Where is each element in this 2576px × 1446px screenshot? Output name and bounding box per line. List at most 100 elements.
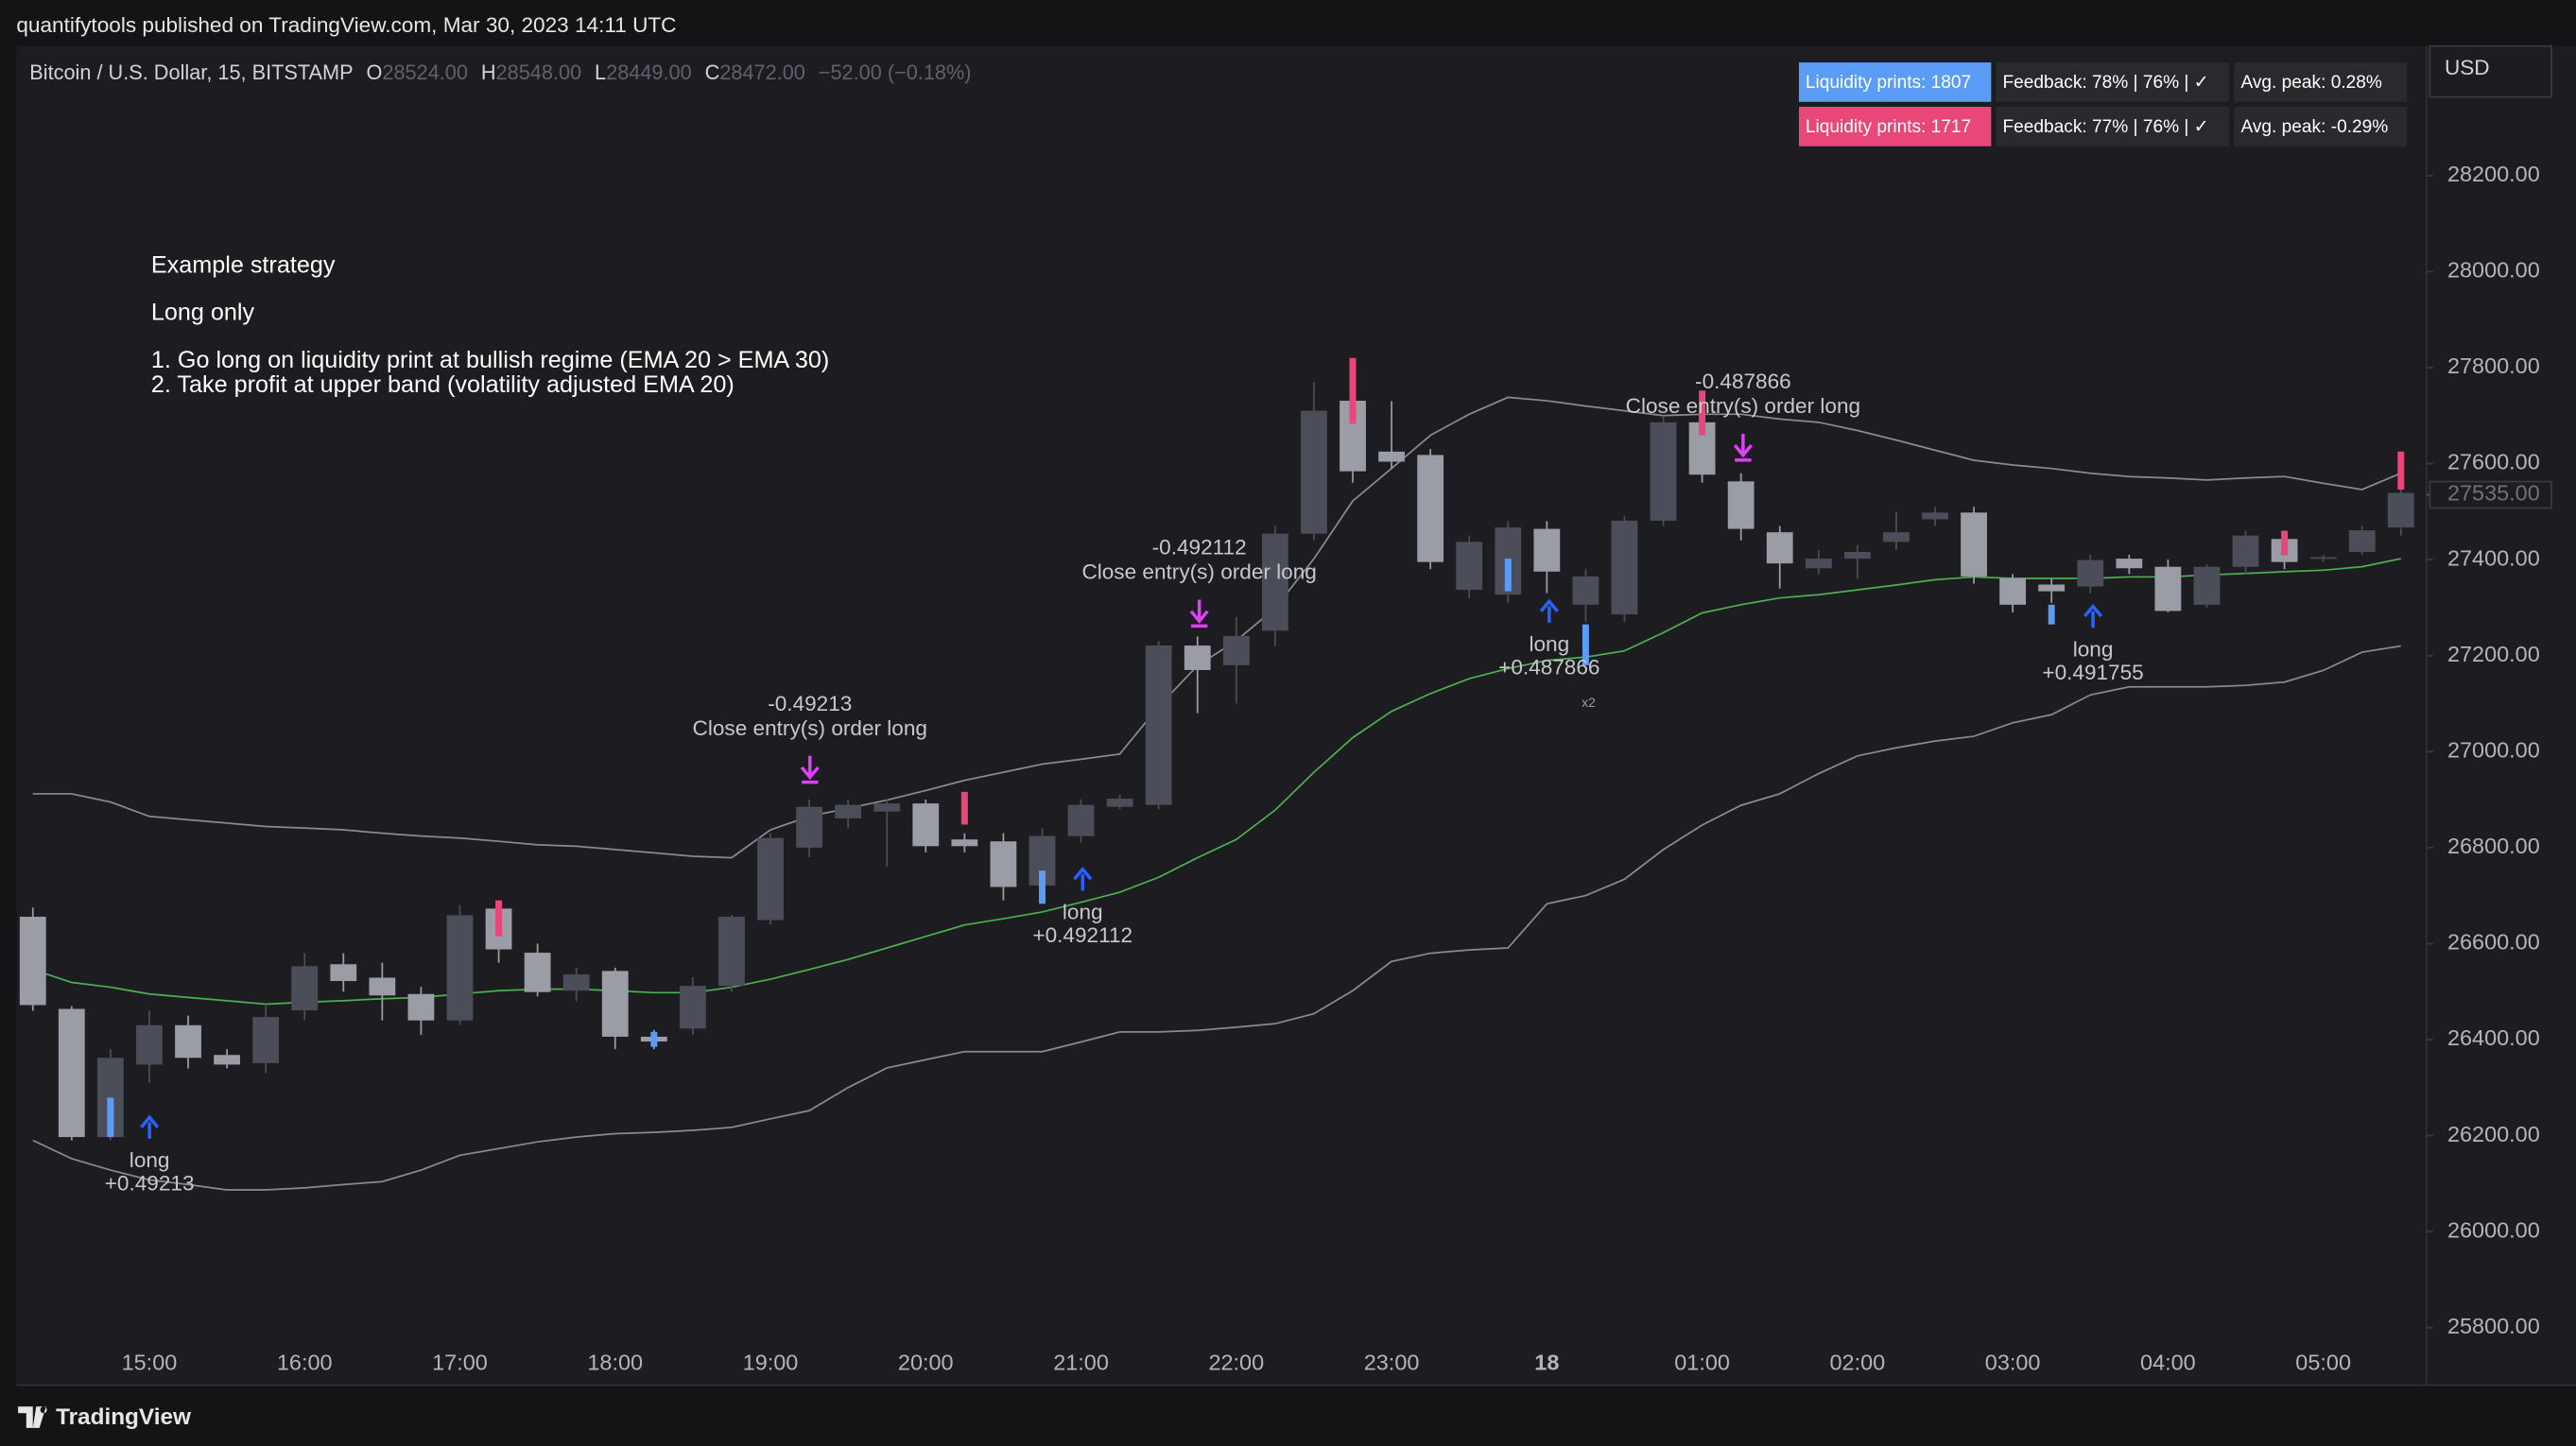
candle-body — [1961, 512, 1987, 577]
x-tick-label: 01:00 — [1674, 1350, 1730, 1374]
candle-body — [951, 839, 978, 847]
exit-label: Close entry(s) order long — [1081, 560, 1316, 584]
y-tick-label: 27000.00 — [2447, 737, 2540, 762]
legend-cell — [1798, 107, 1992, 146]
entry-arrow-head — [140, 1114, 160, 1128]
y-tick-label: 26600.00 — [2447, 930, 2540, 955]
x-tick-label: 05:00 — [2295, 1350, 2351, 1374]
candle-body — [679, 986, 706, 1029]
change: −52.00 (−0.18%) — [819, 60, 972, 84]
strategy-note: Long only — [151, 300, 255, 326]
legend-cell — [1798, 62, 1992, 102]
published-header: quantifytools published on TradingView.c… — [16, 13, 676, 37]
ohlc-key: L — [595, 60, 606, 84]
candle-body — [136, 1024, 163, 1065]
entry-arrow-head — [1073, 867, 1093, 881]
exit-pnl: -0.49213 — [768, 692, 852, 715]
liquidity-print — [107, 1097, 114, 1138]
liquidity-print — [1349, 357, 1357, 424]
entry-pnl: +0.49213 — [105, 1172, 195, 1196]
tradingview-logo — [18, 1406, 47, 1428]
legend-cell — [1996, 62, 2230, 102]
candle-body — [1611, 520, 1638, 615]
legend-cell — [1996, 107, 2230, 146]
strategy-note: 2. Take profit at upper band (volatility… — [151, 371, 735, 398]
candle-body — [1067, 804, 1095, 836]
liquidity-print — [1699, 390, 1706, 436]
entry-label: long — [1063, 901, 1103, 924]
candle-body — [912, 803, 940, 847]
candle-body — [873, 803, 901, 812]
legend-text: Avg. peak: -0.29% — [2240, 117, 2388, 137]
x-tick-label: 04:00 — [2140, 1350, 2196, 1374]
candle-body — [175, 1024, 201, 1059]
ohlc-value: 28449.00 — [606, 60, 692, 84]
candle-body — [835, 804, 862, 818]
legend-cell — [2234, 62, 2407, 102]
indicator-line — [32, 645, 2401, 1191]
strategy-note: Example strategy — [151, 251, 336, 278]
y-tick-label: 27600.00 — [2447, 450, 2540, 474]
candle-body — [1650, 422, 1677, 521]
currency-label[interactable]: USD — [2445, 56, 2490, 79]
legend-cell — [2234, 107, 2407, 146]
candle-body — [214, 1055, 240, 1065]
candle-body — [1533, 528, 1561, 572]
ohlc-value: 28548.00 — [496, 60, 582, 84]
candle-body — [2077, 559, 2104, 587]
symbol: Bitcoin / U.S. Dollar, 15, BITSTAMP — [29, 60, 353, 84]
entry-pnl: +0.492112 — [1032, 923, 1132, 947]
exit-arrow-head — [800, 766, 820, 781]
currency-button[interactable] — [2429, 44, 2552, 98]
y-tick-label: 26200.00 — [2447, 1122, 2540, 1146]
candle-body — [407, 993, 435, 1021]
candle-body — [1727, 481, 1755, 529]
y-tick-label: 27200.00 — [2447, 642, 2540, 666]
x-tick-label: 18 — [1534, 1350, 1559, 1374]
entry-label: long — [1529, 632, 1569, 656]
candle-body — [2387, 492, 2414, 528]
strategy-note: 1. Go long on liquidity print at bullish… — [151, 347, 829, 373]
x-tick-label: 21:00 — [1053, 1350, 1109, 1374]
plot-area — [16, 45, 2427, 1386]
candle-body — [446, 915, 474, 1021]
y-tick-label: 26000.00 — [2447, 1217, 2540, 1242]
candle-body — [1301, 410, 1327, 534]
x-tick-label: 16:00 — [277, 1350, 333, 1374]
ohlc-value: 28472.00 — [719, 60, 805, 84]
exit-label: Close entry(s) order long — [1626, 394, 1860, 418]
x-tick-label: 19:00 — [743, 1350, 799, 1374]
legend-text: Feedback: 77% | 76% | ✓ — [2002, 117, 2208, 137]
indicator-line — [32, 396, 2402, 859]
candle-body — [2154, 566, 2182, 611]
candle-body — [291, 966, 319, 1011]
legend-text: Feedback: 78% | 76% | ✓ — [2002, 73, 2208, 93]
ohlc-key: O — [367, 60, 383, 84]
candle-body — [1766, 532, 1793, 564]
candle-body — [252, 1017, 280, 1063]
candle-body — [1883, 532, 1910, 542]
candle-body — [1417, 455, 1444, 562]
y-tick-label: 26800.00 — [2447, 834, 2540, 858]
candle-body — [330, 964, 357, 982]
candle-body — [524, 953, 551, 992]
exit-pnl: -0.492112 — [1152, 536, 1247, 559]
legend-text: Avg. peak: 0.28% — [2240, 73, 2381, 93]
entry-label: long — [2073, 637, 2114, 661]
candle-body — [757, 837, 784, 921]
candle-body — [2193, 566, 2221, 605]
symbol-line: Bitcoin / U.S. Dollar, 15, BITSTAMP O2852… — [29, 60, 971, 84]
candle-body — [601, 971, 629, 1037]
last-price-label: 27535.00 — [2447, 481, 2540, 506]
x-tick-label: 02:00 — [1830, 1350, 1886, 1374]
candle-body — [1261, 533, 1288, 631]
y-tick-label: 27800.00 — [2447, 353, 2540, 378]
y-tick-label: 28200.00 — [2447, 162, 2540, 186]
candle-body — [2038, 584, 2066, 592]
x-tick-label: 18:00 — [587, 1350, 643, 1374]
candle-body — [1222, 635, 1250, 665]
candle-body — [1922, 512, 1948, 520]
liquidity-print — [960, 791, 968, 825]
brand: TradingView — [56, 1404, 191, 1430]
candle-body — [1572, 576, 1599, 605]
